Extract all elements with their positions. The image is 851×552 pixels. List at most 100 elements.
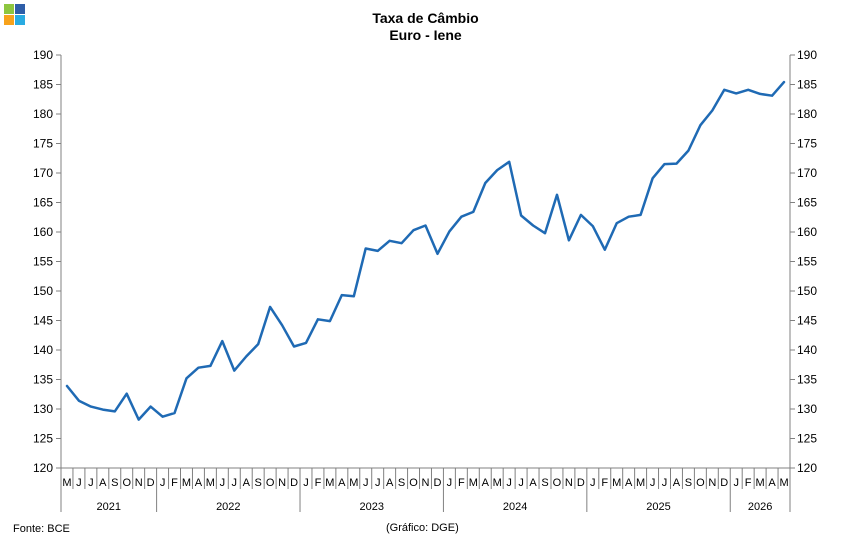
y-tick-label-right: 190	[797, 48, 817, 62]
x-month-label: O	[553, 477, 562, 489]
x-month-label: F	[458, 477, 465, 489]
chart-title-line1: Taxa de Câmbio	[372, 10, 479, 26]
y-tick-label-left: 125	[33, 432, 53, 446]
y-tick-label-right: 175	[797, 137, 817, 151]
x-month-label: J	[506, 477, 512, 489]
x-month-label: S	[255, 477, 262, 489]
x-month-label: J	[232, 477, 238, 489]
x-month-label: J	[88, 477, 94, 489]
x-year-label: 2022	[216, 501, 240, 513]
x-month-label: F	[315, 477, 322, 489]
y-tick-label-right: 120	[797, 461, 817, 475]
x-month-label: A	[529, 477, 537, 489]
x-month-label: M	[636, 477, 645, 489]
x-month-label: O	[409, 477, 418, 489]
logo	[4, 4, 25, 25]
x-year-label: 2024	[503, 501, 527, 513]
y-tick-label-left: 190	[33, 48, 53, 62]
x-month-label: J	[303, 477, 309, 489]
x-month-label: D	[720, 477, 728, 489]
logo-square	[15, 15, 25, 25]
x-year-label: 2023	[359, 501, 383, 513]
x-month-label: M	[182, 477, 191, 489]
x-month-label: M	[493, 477, 502, 489]
x-month-label: M	[469, 477, 478, 489]
x-month-label: J	[590, 477, 596, 489]
y-tick-label-right: 180	[797, 107, 817, 121]
x-month-label: J	[76, 477, 82, 489]
x-month-label: J	[733, 477, 739, 489]
x-month-label: J	[375, 477, 381, 489]
y-tick-label-right: 165	[797, 196, 817, 210]
y-tick-label-left: 145	[33, 314, 53, 328]
y-tick-label-left: 160	[33, 225, 53, 239]
x-month-label: S	[111, 477, 118, 489]
y-tick-label-right: 155	[797, 255, 817, 269]
y-tick-label-right: 160	[797, 225, 817, 239]
y-tick-label-left: 155	[33, 255, 53, 269]
x-month-label: M	[779, 477, 788, 489]
x-month-label: A	[99, 477, 107, 489]
x-month-label: D	[433, 477, 441, 489]
x-month-label: M	[62, 477, 71, 489]
y-tick-label-left: 165	[33, 196, 53, 210]
x-year-label: 2021	[97, 501, 121, 513]
x-month-label: J	[160, 477, 166, 489]
x-month-label: A	[482, 477, 490, 489]
x-month-label: M	[612, 477, 621, 489]
x-month-label: J	[220, 477, 226, 489]
y-tick-label-right: 130	[797, 402, 817, 416]
x-month-label: A	[768, 477, 776, 489]
y-tick-label-left: 170	[33, 166, 53, 180]
x-month-label: O	[122, 477, 131, 489]
y-tick-label-right: 150	[797, 284, 817, 298]
x-month-label: A	[195, 477, 203, 489]
y-tick-label-right: 145	[797, 314, 817, 328]
x-month-label: J	[518, 477, 524, 489]
x-month-label: A	[625, 477, 633, 489]
credit-note: (Gráfico: DGE)	[386, 522, 459, 534]
x-month-label: A	[243, 477, 251, 489]
x-month-label: D	[577, 477, 585, 489]
x-month-label: F	[745, 477, 752, 489]
x-month-label: N	[278, 477, 286, 489]
x-month-label: O	[696, 477, 705, 489]
x-month-label: S	[541, 477, 548, 489]
y-tick-label-right: 140	[797, 343, 817, 357]
x-month-label: M	[349, 477, 358, 489]
x-year-label: 2026	[748, 501, 772, 513]
series-line	[65, 80, 786, 421]
x-year-label: 2025	[646, 501, 670, 513]
x-month-label: J	[363, 477, 369, 489]
x-month-label: N	[135, 477, 143, 489]
x-month-label: N	[708, 477, 716, 489]
y-tick-label-right: 170	[797, 166, 817, 180]
y-tick-label-left: 150	[33, 284, 53, 298]
x-month-label: N	[565, 477, 573, 489]
y-tick-label-left: 130	[33, 402, 53, 416]
chart-title-line2: Euro - Iene	[389, 27, 462, 43]
logo-square	[15, 4, 25, 14]
y-tick-label-right: 185	[797, 78, 817, 92]
source-note: Fonte: BCE	[13, 523, 70, 535]
x-month-label: F	[601, 477, 608, 489]
x-month-label: J	[650, 477, 656, 489]
y-tick-label-left: 120	[33, 461, 53, 475]
x-month-label: M	[206, 477, 215, 489]
x-month-label: D	[147, 477, 155, 489]
y-tick-label-right: 135	[797, 373, 817, 387]
x-month-label: O	[266, 477, 275, 489]
x-month-label: S	[685, 477, 692, 489]
y-tick-label-left: 185	[33, 78, 53, 92]
y-tick-label-left: 140	[33, 343, 53, 357]
logo-square	[4, 15, 14, 25]
x-month-label: D	[290, 477, 298, 489]
y-tick-label-right: 125	[797, 432, 817, 446]
x-month-label: M	[756, 477, 765, 489]
x-month-label: J	[662, 477, 668, 489]
x-month-label: F	[171, 477, 178, 489]
x-month-label: J	[447, 477, 453, 489]
y-tick-label-left: 135	[33, 373, 53, 387]
x-month-label: A	[673, 477, 681, 489]
